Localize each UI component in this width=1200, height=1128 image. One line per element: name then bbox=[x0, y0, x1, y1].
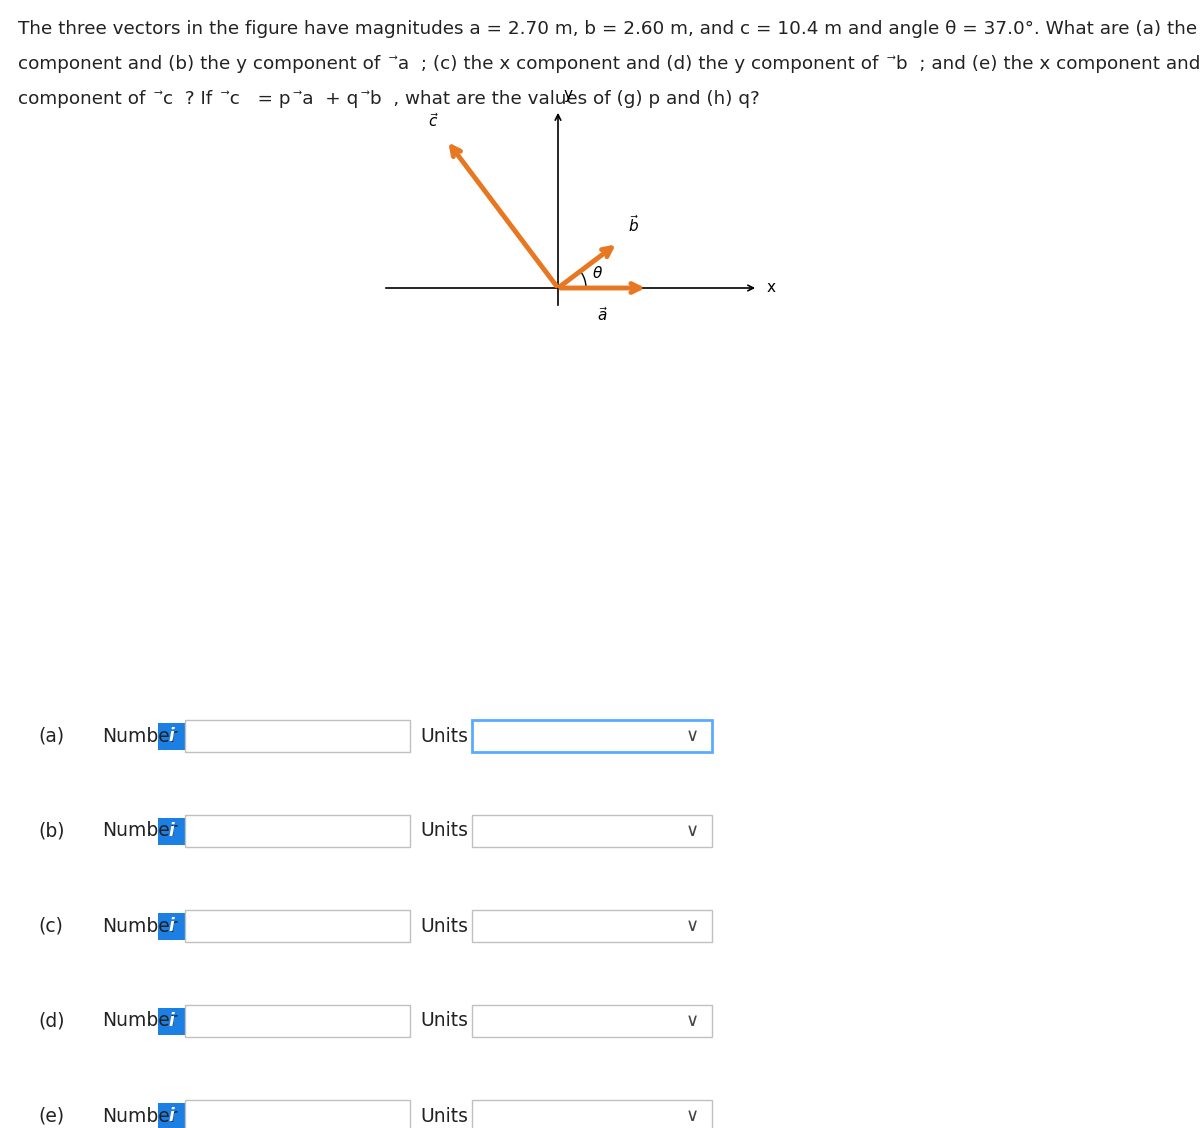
FancyBboxPatch shape bbox=[185, 1100, 410, 1128]
Text: i: i bbox=[169, 917, 174, 935]
Text: x: x bbox=[767, 281, 776, 296]
Text: component and (b) the y component of   ⃗a  ; (c) the x component and (d) the y c: component and (b) the y component of ⃗a … bbox=[18, 55, 1200, 73]
FancyBboxPatch shape bbox=[158, 1007, 185, 1034]
Text: (b): (b) bbox=[38, 821, 65, 840]
Text: i: i bbox=[169, 728, 174, 744]
Text: Number: Number bbox=[102, 726, 178, 746]
FancyBboxPatch shape bbox=[472, 816, 712, 847]
Text: $\vec{c}$: $\vec{c}$ bbox=[427, 113, 439, 130]
FancyBboxPatch shape bbox=[158, 723, 185, 749]
Text: $\theta$: $\theta$ bbox=[592, 265, 604, 281]
FancyBboxPatch shape bbox=[185, 816, 410, 847]
Text: ∨: ∨ bbox=[685, 728, 698, 744]
Text: i: i bbox=[169, 1012, 174, 1030]
FancyBboxPatch shape bbox=[158, 818, 185, 845]
FancyBboxPatch shape bbox=[158, 1102, 185, 1128]
Text: Units: Units bbox=[420, 821, 468, 840]
Text: (e): (e) bbox=[38, 1107, 64, 1126]
FancyBboxPatch shape bbox=[185, 910, 410, 942]
Text: (a): (a) bbox=[38, 726, 64, 746]
Text: The three vectors in the figure have magnitudes a = 2.70 m, b = 2.60 m, and c = : The three vectors in the figure have mag… bbox=[18, 20, 1200, 38]
Text: Units: Units bbox=[420, 1012, 468, 1031]
Text: Units: Units bbox=[420, 1107, 468, 1126]
Text: Units: Units bbox=[420, 726, 468, 746]
FancyBboxPatch shape bbox=[185, 720, 410, 752]
FancyBboxPatch shape bbox=[472, 1100, 712, 1128]
Text: Units: Units bbox=[420, 916, 468, 935]
Text: y: y bbox=[563, 87, 572, 102]
Text: i: i bbox=[169, 822, 174, 840]
FancyBboxPatch shape bbox=[472, 1005, 712, 1037]
Text: ∨: ∨ bbox=[685, 822, 698, 840]
Text: (c): (c) bbox=[38, 916, 62, 935]
Text: Number: Number bbox=[102, 1012, 178, 1031]
Text: component of   ⃗c  ? If   ⃗c   = p  ⃗a  + q  ⃗b  , what are the values of (g) p : component of ⃗c ? If ⃗c = p ⃗a + q ⃗b , … bbox=[18, 90, 760, 108]
Text: i: i bbox=[169, 1107, 174, 1125]
Text: $\vec{a}$: $\vec{a}$ bbox=[598, 306, 608, 324]
Text: ∨: ∨ bbox=[685, 1012, 698, 1030]
Text: Number: Number bbox=[102, 821, 178, 840]
Text: (d): (d) bbox=[38, 1012, 65, 1031]
Text: $\vec{b}$: $\vec{b}$ bbox=[628, 214, 640, 235]
Text: ∨: ∨ bbox=[685, 917, 698, 935]
FancyBboxPatch shape bbox=[472, 910, 712, 942]
Text: Number: Number bbox=[102, 1107, 178, 1126]
Text: Number: Number bbox=[102, 916, 178, 935]
FancyBboxPatch shape bbox=[185, 1005, 410, 1037]
FancyBboxPatch shape bbox=[472, 720, 712, 752]
Text: ∨: ∨ bbox=[685, 1107, 698, 1125]
FancyBboxPatch shape bbox=[158, 913, 185, 940]
